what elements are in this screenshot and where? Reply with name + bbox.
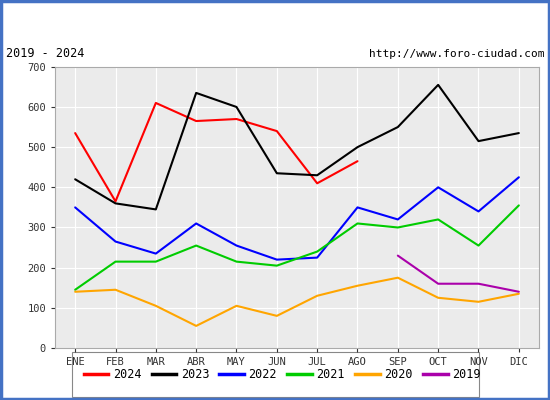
Text: http://www.foro-ciudad.com: http://www.foro-ciudad.com [369,49,544,59]
Text: 2023: 2023 [181,368,209,380]
Text: 2019: 2019 [452,368,481,380]
Text: 2021: 2021 [316,368,345,380]
Polygon shape [72,352,478,398]
Text: 2020: 2020 [384,368,412,380]
Text: Evolucion Nº Turistas Extranjeros en el municipio de Yeles: Evolucion Nº Turistas Extranjeros en el … [63,12,487,26]
Text: 2022: 2022 [249,368,277,380]
Text: 2024: 2024 [113,368,141,380]
Text: 2019 - 2024: 2019 - 2024 [6,47,84,60]
